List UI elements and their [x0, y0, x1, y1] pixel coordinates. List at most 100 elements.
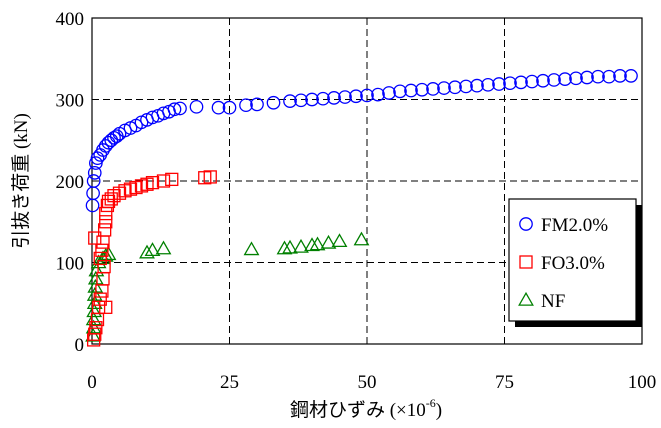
- data-point: [448, 80, 462, 95]
- y-tick-label: 400: [56, 9, 85, 30]
- data-point: [100, 246, 117, 261]
- y-tick-label: 200: [56, 172, 85, 193]
- y-axis-ticks: 0 100 200 300 400: [56, 9, 98, 356]
- data-point: [86, 174, 101, 188]
- data-point: [86, 295, 103, 310]
- legend-marker: [519, 217, 533, 231]
- data-point: [87, 166, 102, 180]
- data-point: [294, 93, 308, 108]
- x-tick-label: 75: [495, 372, 514, 393]
- series-layer: [85, 69, 638, 347]
- data-point: [338, 90, 352, 104]
- data-point: [580, 70, 594, 85]
- data-point: [393, 84, 407, 99]
- data-point: [309, 236, 326, 251]
- data-point: [293, 238, 309, 253]
- data-point: [97, 259, 111, 274]
- series-2: [87, 170, 217, 347]
- data-point: [360, 88, 374, 103]
- data-point: [481, 77, 495, 92]
- data-point: [283, 94, 297, 108]
- series-3: [85, 231, 370, 342]
- data-point: [470, 78, 484, 93]
- legend-label: NF: [541, 291, 565, 312]
- y-tick-label: 300: [56, 91, 85, 112]
- data-point: [437, 81, 451, 95]
- y-axis-title: 引抜き荷重 (kN): [10, 113, 32, 249]
- data-point: [86, 186, 100, 201]
- data-point: [558, 72, 572, 86]
- data-point: [602, 69, 616, 84]
- data-point: [624, 69, 638, 83]
- data-point: [266, 95, 281, 110]
- x-axis-ticks: 0 25 50 75 100: [87, 338, 656, 393]
- data-point: [239, 98, 253, 113]
- data-point: [95, 243, 109, 257]
- y-tick-label: 100: [56, 254, 85, 275]
- data-point: [536, 73, 550, 88]
- data-point: [165, 172, 179, 187]
- data-point: [331, 233, 348, 248]
- data-point: [492, 77, 506, 91]
- x-axis-title-superscript: -6: [426, 396, 436, 410]
- data-point: [613, 69, 627, 83]
- data-point: [203, 170, 217, 184]
- x-axis-title: 鋼材ひずみ (×10-6): [290, 396, 442, 421]
- data-point: [88, 231, 102, 245]
- data-point: [415, 82, 429, 97]
- data-point: [243, 241, 260, 256]
- x-tick-label: 0: [87, 372, 97, 393]
- data-point: [371, 87, 385, 102]
- data-point: [86, 303, 103, 318]
- data-point: [93, 251, 107, 266]
- data-point: [304, 237, 320, 252]
- data-point: [91, 300, 106, 314]
- y-tick-label: 0: [75, 335, 85, 356]
- gridlines: [92, 18, 642, 344]
- data-point: [426, 82, 440, 96]
- data-point: [382, 86, 396, 100]
- data-point: [276, 240, 293, 255]
- data-point: [85, 327, 102, 342]
- data-point: [139, 244, 155, 259]
- data-point: [156, 174, 171, 188]
- data-point: [353, 231, 370, 246]
- data-point: [145, 175, 160, 190]
- legend-marker: [518, 291, 534, 306]
- data-point: [211, 100, 226, 115]
- data-point: [525, 74, 539, 89]
- data-point: [459, 79, 473, 94]
- series-1: [85, 69, 638, 213]
- data-point: [99, 300, 113, 314]
- data-point: [327, 91, 341, 105]
- data-point: [282, 239, 298, 254]
- data-point: [222, 100, 237, 115]
- data-point: [85, 311, 102, 326]
- data-point: [167, 102, 182, 117]
- data-point: [155, 240, 172, 255]
- legend-label: FO3.0%: [541, 253, 605, 274]
- data-point: [514, 75, 528, 90]
- x-tick-label: 50: [358, 372, 377, 393]
- x-tick-label: 25: [220, 372, 239, 393]
- data-point: [173, 101, 187, 116]
- data-point: [503, 76, 517, 91]
- x-axis-title-main: 鋼材ひずみ (×10: [290, 399, 426, 421]
- legend-marker: [519, 255, 533, 269]
- data-point: [316, 91, 330, 106]
- data-point: [547, 73, 561, 87]
- data-point: [349, 89, 363, 104]
- data-point: [144, 242, 161, 257]
- x-axis-title-end: ): [436, 400, 442, 421]
- data-point: [591, 69, 605, 84]
- data-point: [89, 321, 103, 335]
- data-point: [96, 235, 110, 249]
- legend-label: FM2.0%: [541, 215, 608, 236]
- data-point: [320, 234, 337, 249]
- data-point: [87, 270, 104, 285]
- x-tick-label: 100: [628, 372, 657, 393]
- data-point: [98, 223, 112, 237]
- data-point: [189, 99, 204, 114]
- data-point: [250, 97, 264, 112]
- legend-items: FM2.0% FO3.0% NF: [518, 215, 608, 312]
